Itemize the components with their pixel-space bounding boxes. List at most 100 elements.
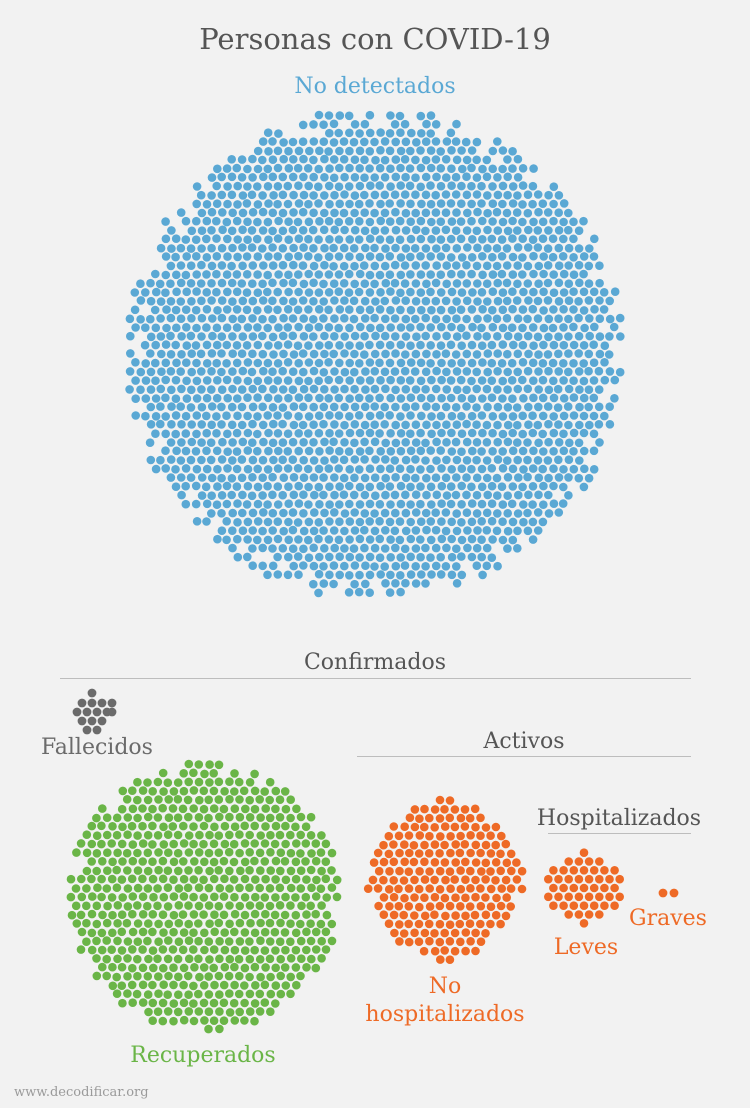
no-detectados-dot (330, 296, 339, 305)
recuperados-dot (97, 874, 106, 884)
recuperados-dot (271, 786, 281, 796)
recuperados-dot (230, 804, 240, 813)
no-detectados-dot (519, 394, 528, 403)
no-hospitalizados-dot (470, 804, 480, 814)
recuperados-dot (143, 812, 153, 822)
recuperados-dot (163, 954, 173, 964)
no-hospitalizados-dot (476, 831, 485, 840)
no-detectados-dot (426, 270, 436, 279)
no-detectados-dot (228, 508, 237, 518)
leves-dot (569, 883, 579, 893)
no-detectados-dot (253, 517, 263, 526)
no-hospitalizados-dot (445, 813, 455, 823)
no-detectados-dot (539, 252, 548, 261)
no-hospitalizados-dot (471, 875, 480, 885)
no-detectados-dot (594, 366, 604, 376)
no-detectados-dot (523, 279, 533, 288)
no-detectados-dot (263, 323, 273, 333)
no-detectados-dot (334, 411, 344, 420)
recuperados-dot (123, 954, 132, 963)
recuperados-dot (220, 962, 230, 972)
no-hospitalizados-dot (512, 858, 521, 867)
recuperados-dot (260, 893, 270, 902)
no-detectados-dot (375, 553, 385, 562)
no-detectados-dot (436, 411, 446, 421)
no-detectados-dot (441, 243, 451, 253)
recuperados-dot (286, 830, 295, 840)
no-detectados-dot (421, 172, 431, 182)
no-detectados-dot (386, 287, 395, 296)
no-detectados-dot (431, 543, 441, 553)
no-detectados-dot (315, 447, 324, 456)
no-detectados-dot (548, 234, 558, 243)
no-detectados-dot (233, 534, 242, 544)
no-hospitalizados-dot (486, 919, 495, 929)
no-hospitalizados-dot (491, 910, 501, 920)
no-detectados-dot (488, 199, 498, 208)
no-detectados-dot (248, 508, 258, 518)
no-detectados-dot (288, 331, 298, 341)
no-detectados-dot (268, 226, 277, 236)
no-detectados-dot (248, 296, 258, 306)
no-detectados-dot (274, 323, 283, 332)
no-detectados-dot (406, 199, 415, 209)
recuperados-dot (280, 787, 290, 796)
no-detectados-dot (441, 562, 451, 571)
no-detectados-dot (315, 146, 324, 156)
no-detectados-dot (258, 279, 267, 289)
recuperados-dot (224, 937, 234, 946)
no-detectados-dot (585, 331, 594, 341)
no-hospitalizados-dot (415, 814, 424, 823)
no-hospitalizados-dot (400, 893, 409, 903)
recuperados-dot (209, 839, 219, 849)
recuperados-dot (311, 945, 321, 954)
no-detectados-dot (238, 437, 248, 447)
no-detectados-dot (381, 349, 390, 359)
no-detectados-dot (340, 225, 349, 235)
recuperados-dot (71, 901, 81, 911)
no-hospitalizados-dot (414, 849, 424, 858)
no-detectados-dot (416, 322, 425, 332)
no-detectados-dot (375, 270, 385, 280)
no-detectados-dot (217, 349, 226, 358)
no-detectados-dot (355, 305, 365, 315)
no-detectados-dot (274, 216, 283, 226)
recuperados-dot (219, 1016, 229, 1025)
no-detectados-dot (319, 368, 329, 377)
recuperados-dot (133, 813, 142, 823)
recuperados-dot (82, 884, 91, 893)
no-detectados-dot (320, 437, 329, 447)
recuperados-dot (179, 874, 189, 884)
no-detectados-dot (564, 225, 573, 235)
no-detectados-dot (395, 464, 405, 474)
recuperados-dot (199, 893, 209, 902)
recuperados-dot (332, 875, 342, 885)
no-detectados-dot (442, 385, 452, 394)
no-hospitalizados-dot (512, 875, 522, 884)
no-detectados-dot (294, 181, 303, 190)
no-detectados-dot (330, 473, 339, 482)
no-detectados-dot (421, 438, 430, 448)
no-detectados-dot (350, 402, 360, 412)
no-detectados-dot (457, 199, 466, 208)
no-detectados-dot (345, 481, 354, 491)
graves-dot (669, 888, 679, 898)
no-detectados-dot (498, 288, 508, 297)
no-detectados-dot (426, 341, 436, 350)
no-detectados-dot (386, 375, 395, 385)
no-detectados-dot (488, 217, 497, 226)
no-detectados-dot (446, 499, 456, 509)
no-detectados-dot (564, 491, 573, 500)
no-detectados-dot (258, 384, 267, 394)
no-detectados-dot (498, 517, 507, 526)
no-detectados-dot (401, 244, 411, 253)
no-detectados-dot (375, 252, 385, 262)
no-detectados-dot (447, 164, 456, 173)
no-detectados-dot (345, 358, 355, 368)
recuperados-dot (133, 919, 143, 928)
no-hospitalizados-dot (394, 831, 404, 841)
no-detectados-dot (334, 287, 344, 297)
no-detectados-dot (396, 412, 405, 421)
no-detectados-dot (442, 261, 452, 270)
no-detectados-dot (406, 500, 415, 509)
